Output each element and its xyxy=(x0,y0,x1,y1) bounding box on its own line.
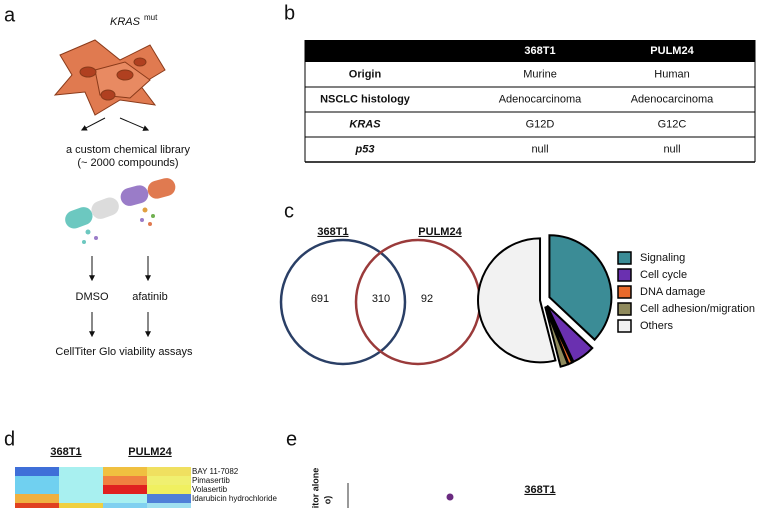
data-point xyxy=(446,493,454,501)
row-label: KRAS xyxy=(349,118,381,130)
heatmap-cell xyxy=(103,485,147,494)
venn-set-label: PULM24 xyxy=(418,226,462,238)
panel-letter: d xyxy=(4,428,15,450)
column-label: 368T1 xyxy=(50,446,81,458)
table-cell: Adenocarcinoma xyxy=(499,93,582,105)
heatmap-cell xyxy=(147,494,191,503)
table-cell: G12D xyxy=(526,118,555,130)
heatmap-cell xyxy=(15,467,59,476)
panel-d: d 368T1 PULM24 BAY 11-7082PimasertibVola… xyxy=(4,428,277,508)
table-cell: Murine xyxy=(523,68,557,80)
heatmap-cell xyxy=(15,476,59,485)
heatmap-cell xyxy=(147,503,191,508)
heatmap-cell xyxy=(103,476,147,485)
heatmap-cell xyxy=(103,467,147,476)
panel-c: c 368T1 PULM24 691 310 92 xyxy=(279,200,482,366)
legend-label: DNA damage xyxy=(640,286,705,298)
panel-letter: b xyxy=(284,2,295,24)
legend-swatch xyxy=(617,319,632,333)
heatmap-cell xyxy=(59,503,103,508)
legend-swatch xyxy=(617,302,632,316)
row-label: Volasertib xyxy=(192,485,228,494)
legend-label: Others xyxy=(640,320,674,332)
legend-swatch xyxy=(617,251,632,265)
table-cell: Adenocarcinoma xyxy=(631,93,714,105)
venn-circle xyxy=(279,238,407,366)
row-label: NSCLC histology xyxy=(320,93,411,105)
table-cell: null xyxy=(663,143,680,155)
heatmap-cell xyxy=(147,476,191,485)
column-header: PULM24 xyxy=(650,45,694,57)
panel-e: e itor alone o) 368T1 xyxy=(286,428,556,508)
heatmap-cell xyxy=(147,485,191,494)
pie-slice xyxy=(546,304,594,364)
column-label: PULM24 xyxy=(128,446,172,458)
table-cell: Human xyxy=(654,68,689,80)
legend-label: Cell adhesion/migration xyxy=(640,303,755,315)
table-cell: G12C xyxy=(658,118,687,130)
table-header xyxy=(305,40,755,62)
arrow xyxy=(119,117,150,131)
pie-chart: Signaling Cell cycle DNA damage Cell adhesi… xyxy=(477,234,755,368)
venn-count: 92 xyxy=(421,293,433,305)
y-axis-label: o) xyxy=(322,496,332,505)
venn-count: 310 xyxy=(372,293,390,305)
row-label: Idarubicin hydrochloride xyxy=(192,494,277,503)
heatmap-cell xyxy=(59,467,103,476)
assay-text: CellTiter Glo viability assays xyxy=(55,346,193,358)
heatmap-cell xyxy=(59,485,103,494)
table-cell: null xyxy=(531,143,548,155)
y-axis-label: itor alone xyxy=(310,468,320,508)
venn-count: 691 xyxy=(311,293,329,305)
heatmap-cell xyxy=(15,485,59,494)
library-text: a custom chemical library xyxy=(66,144,191,156)
heatmap-cell xyxy=(103,503,147,508)
heatmap-cell xyxy=(103,494,147,503)
library-text: (~ 2000 compounds) xyxy=(77,157,178,169)
pie-slice xyxy=(477,237,557,364)
pie-slice xyxy=(544,306,570,368)
arrow xyxy=(80,117,106,131)
row-label: BAY 11-7082 xyxy=(192,467,239,476)
gene-label: KRAS xyxy=(110,16,141,28)
heatmap-cell xyxy=(15,503,59,508)
heatmap-cell xyxy=(59,494,103,503)
panel-a: a KRAS mut a custom chemical library (~ … xyxy=(4,4,193,358)
capsules xyxy=(65,178,176,244)
plot-title: 368T1 xyxy=(524,484,555,496)
legend-label: Cell cycle xyxy=(640,269,687,281)
condition: afatinib xyxy=(132,291,167,303)
heatmap-cell xyxy=(15,494,59,503)
cells-illustration xyxy=(53,39,166,116)
legend-swatch xyxy=(617,268,632,282)
pie-slice xyxy=(548,234,613,342)
panel-letter: a xyxy=(4,4,16,26)
gene-superscript: mut xyxy=(144,13,158,22)
column-header: 368T1 xyxy=(524,45,555,57)
heatmap-cell xyxy=(147,467,191,476)
condition: DMSO xyxy=(76,291,109,303)
row-label: p53 xyxy=(355,143,375,155)
legend-label: Signaling xyxy=(640,252,685,264)
panel-letter: c xyxy=(284,200,294,222)
row-label: Pimasertib xyxy=(192,476,230,485)
venn-set-label: 368T1 xyxy=(317,226,348,238)
panel-letter: e xyxy=(286,428,297,450)
row-label: Origin xyxy=(349,68,382,80)
heatmap-cell xyxy=(59,476,103,485)
panel-b: b 368T1 PULM24 Origin Murine Human NSCLC hist… xyxy=(284,2,756,163)
legend-swatch xyxy=(617,285,632,299)
